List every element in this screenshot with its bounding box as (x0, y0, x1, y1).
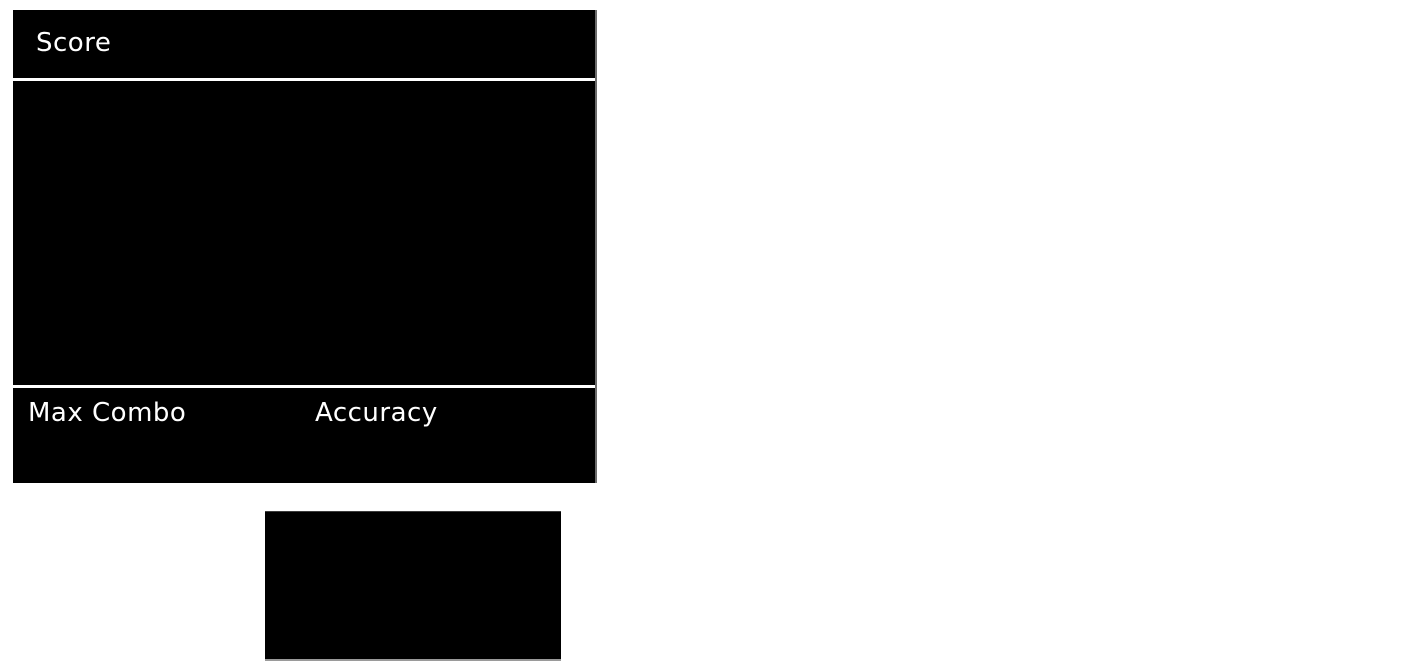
score-label: Score (36, 28, 112, 59)
accuracy-cell: Accuracy (315, 398, 595, 429)
stats-panel: Max Combo Accuracy (13, 388, 595, 483)
max-combo-cell: Max Combo (13, 398, 315, 429)
score-detail-panel (13, 81, 595, 385)
max-combo-label: Max Combo (28, 398, 187, 428)
accuracy-label: Accuracy (315, 398, 438, 428)
score-header-panel: Score (13, 10, 595, 78)
bottom-panel (265, 511, 561, 661)
results-panel-stack: Score Max Combo Accuracy (13, 10, 597, 483)
